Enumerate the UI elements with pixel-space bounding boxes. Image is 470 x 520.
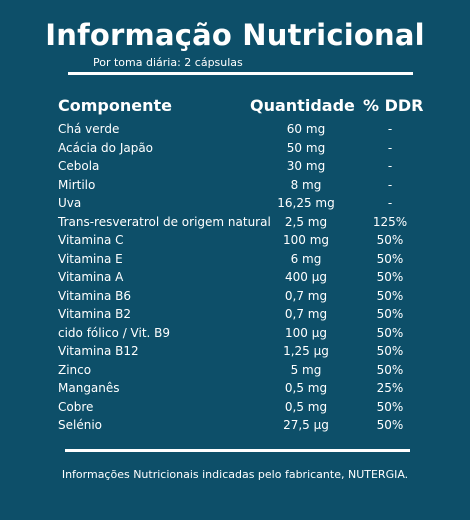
row-ddr: 25% [376, 381, 404, 395]
row-ddr: 50% [376, 362, 404, 377]
row-quantity: 5 mg [290, 362, 322, 377]
row-component: Selénio [58, 418, 102, 432]
row-quantity: 100 µg [285, 325, 327, 340]
row-component: Vitamina C [58, 233, 124, 247]
row-ddr: - [387, 140, 393, 155]
row-component: Zinco [58, 362, 92, 377]
table-row: Selénio 27,5 µg 50% [0, 416, 470, 435]
row-quantity: 60 mg [286, 122, 326, 136]
row-ddr: 50% [376, 288, 404, 303]
row-quantity: 6 mg [290, 251, 322, 266]
row-quantity: 50 mg [286, 140, 326, 155]
row-component: Cobre [58, 399, 94, 414]
row-component: cido fólico / Vit. B9 [58, 325, 171, 340]
table-row: Acácia do Japão 50 mg - [0, 139, 470, 158]
table-row: Cebola 30 mg - [0, 157, 470, 176]
table-row: Chá verde 60 mg - [0, 120, 470, 139]
table-row: cido fólico / Vit. B9 100 µg 50% [0, 324, 470, 343]
row-component: Chá verde [58, 122, 120, 136]
row-quantity: 0,7 mg [284, 288, 328, 303]
row-quantity: 27,5 µg [283, 418, 329, 432]
row-component: Trans-resveratrol de origem natural [58, 214, 271, 229]
row-component: Vitamina A [58, 270, 124, 284]
table-row: Vitamina B12 1,25 µg 50% [0, 342, 470, 361]
row-quantity: 0,7 mg [284, 307, 328, 321]
row-ddr: - [387, 196, 393, 210]
row-quantity: 30 mg [286, 159, 326, 173]
row-component: Acácia do Japão [58, 140, 154, 155]
dosage-subtitle: Por toma diária: 2 cápsulas [93, 56, 243, 69]
table-row: Zinco 5 mg 50% [0, 361, 470, 380]
header-quantity: Quantidade [250, 96, 355, 115]
row-component: Manganês [58, 381, 120, 395]
row-quantity: 2,5 mg [284, 214, 328, 229]
row-quantity: 100 mg [282, 233, 330, 247]
row-quantity: 8 mg [290, 177, 322, 192]
table-row: Cobre 0,5 mg 50% [0, 398, 470, 417]
row-ddr: 50% [376, 307, 404, 321]
top-divider [68, 72, 413, 75]
row-ddr: 50% [376, 418, 404, 432]
row-component: Uva [58, 196, 82, 210]
table-row: Uva 16,25 mg - [0, 194, 470, 213]
row-ddr: 50% [376, 325, 404, 340]
row-component: Vitamina B6 [58, 288, 132, 303]
manufacturer-footnote: Informações Nutricionais indicadas pelo … [61, 468, 409, 481]
row-ddr: - [387, 122, 393, 136]
row-ddr: 125% [372, 214, 408, 229]
table-row: Vitamina A 400 µg 50% [0, 268, 470, 287]
table-row: Trans-resveratrol de origem natural 2,5 … [0, 213, 470, 232]
row-component: Vitamina E [58, 251, 123, 266]
row-quantity: 0,5 mg [284, 381, 328, 395]
row-component: Vitamina B2 [58, 307, 132, 321]
table-row: Vitamina B6 0,7 mg 50% [0, 287, 470, 306]
row-component: Mirtilo [58, 177, 96, 192]
row-ddr: - [387, 177, 393, 192]
row-ddr: 50% [376, 344, 404, 358]
row-ddr: 50% [376, 270, 404, 284]
row-quantity: 1,25 µg [283, 344, 329, 358]
bottom-divider [65, 449, 410, 452]
row-quantity: 0,5 mg [284, 399, 328, 414]
table-row: Vitamina C 100 mg 50% [0, 231, 470, 250]
table-row: Vitamina E 6 mg 50% [0, 250, 470, 269]
row-ddr: 50% [376, 251, 404, 266]
row-component: Vitamina B12 [58, 344, 139, 358]
header-ddr: % DDR [363, 96, 424, 115]
row-ddr: 50% [376, 233, 404, 247]
row-component: Cebola [58, 159, 100, 173]
table-row: Vitamina B2 0,7 mg 50% [0, 305, 470, 324]
table-row: Manganês 0,5 mg 25% [0, 379, 470, 398]
row-quantity: 400 µg [285, 270, 327, 284]
page-title: Informação Nutricional [45, 18, 425, 52]
nutrition-table: Chá verde 60 mg - Acácia do Japão 50 mg … [0, 120, 470, 435]
row-ddr: 50% [376, 399, 404, 414]
row-ddr: - [387, 159, 393, 173]
table-row: Mirtilo 8 mg - [0, 176, 470, 195]
row-quantity: 16,25 mg [277, 196, 335, 210]
header-component: Componente [58, 96, 172, 115]
